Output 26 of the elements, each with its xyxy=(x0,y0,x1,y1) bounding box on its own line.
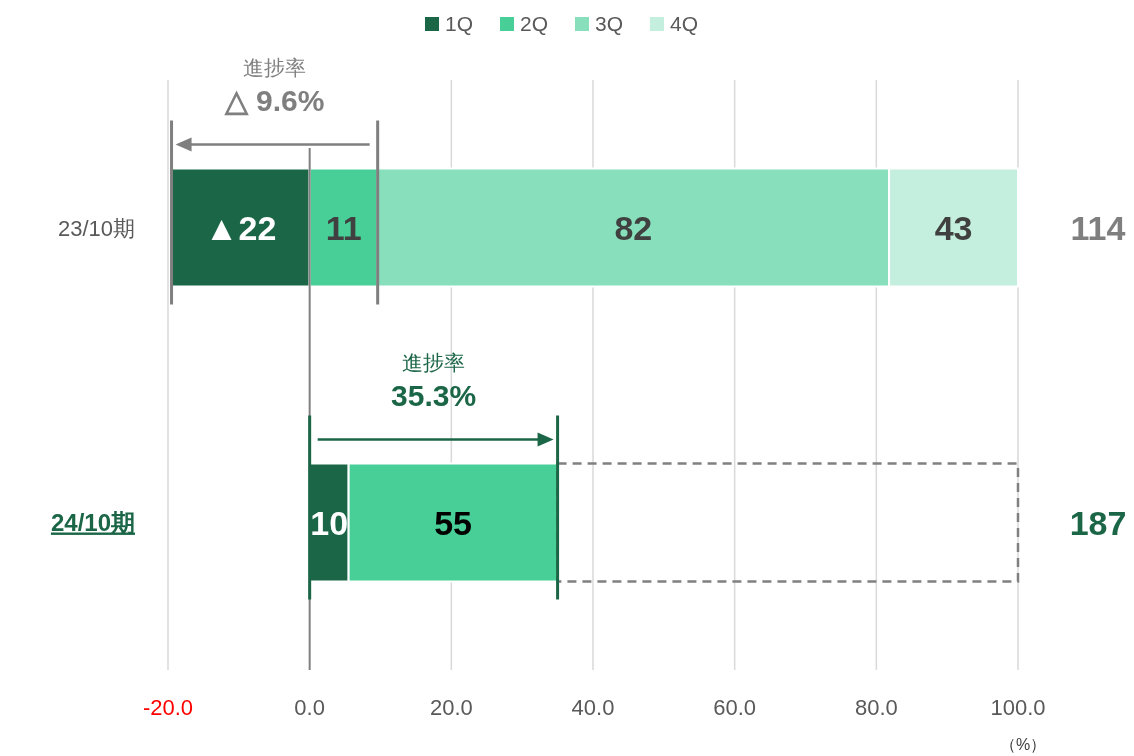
text: 114 xyxy=(1070,208,1126,247)
y-tick-label: 24/10期 xyxy=(50,508,135,536)
x-axis-title: （%） xyxy=(999,736,1047,753)
bar xyxy=(170,167,311,288)
annotation: 進捗率 35.3% xyxy=(391,350,477,412)
annotation: 進捗率 △ 9.6% xyxy=(223,55,325,117)
x-tick-label: 100.0 xyxy=(990,695,1046,720)
annotation: 82 xyxy=(614,208,653,247)
x-tick-label: 40.0 xyxy=(571,695,615,720)
annotation: ▲22 xyxy=(204,208,277,247)
legend-label: 2Q xyxy=(520,12,549,35)
x-tick-label: 0.0 xyxy=(294,695,325,720)
annotation: 55 xyxy=(434,503,473,542)
legend-label: 1Q xyxy=(445,12,474,35)
text: 187 xyxy=(1069,503,1127,542)
x-tick-label: -20.0 xyxy=(142,695,194,720)
annotation: 43 xyxy=(934,208,973,247)
legend-label: 4Q xyxy=(670,12,699,35)
bar xyxy=(556,462,1020,583)
x-tick-label: 60.0 xyxy=(713,695,757,720)
legend-label: 3Q xyxy=(595,12,624,35)
x-tick-label: 20.0 xyxy=(429,695,473,720)
annotation: 10 xyxy=(310,503,349,542)
annotation: 11 xyxy=(325,208,362,247)
y-tick-label: 23/10期 xyxy=(57,215,135,241)
x-tick-label: 80.0 xyxy=(854,695,898,720)
